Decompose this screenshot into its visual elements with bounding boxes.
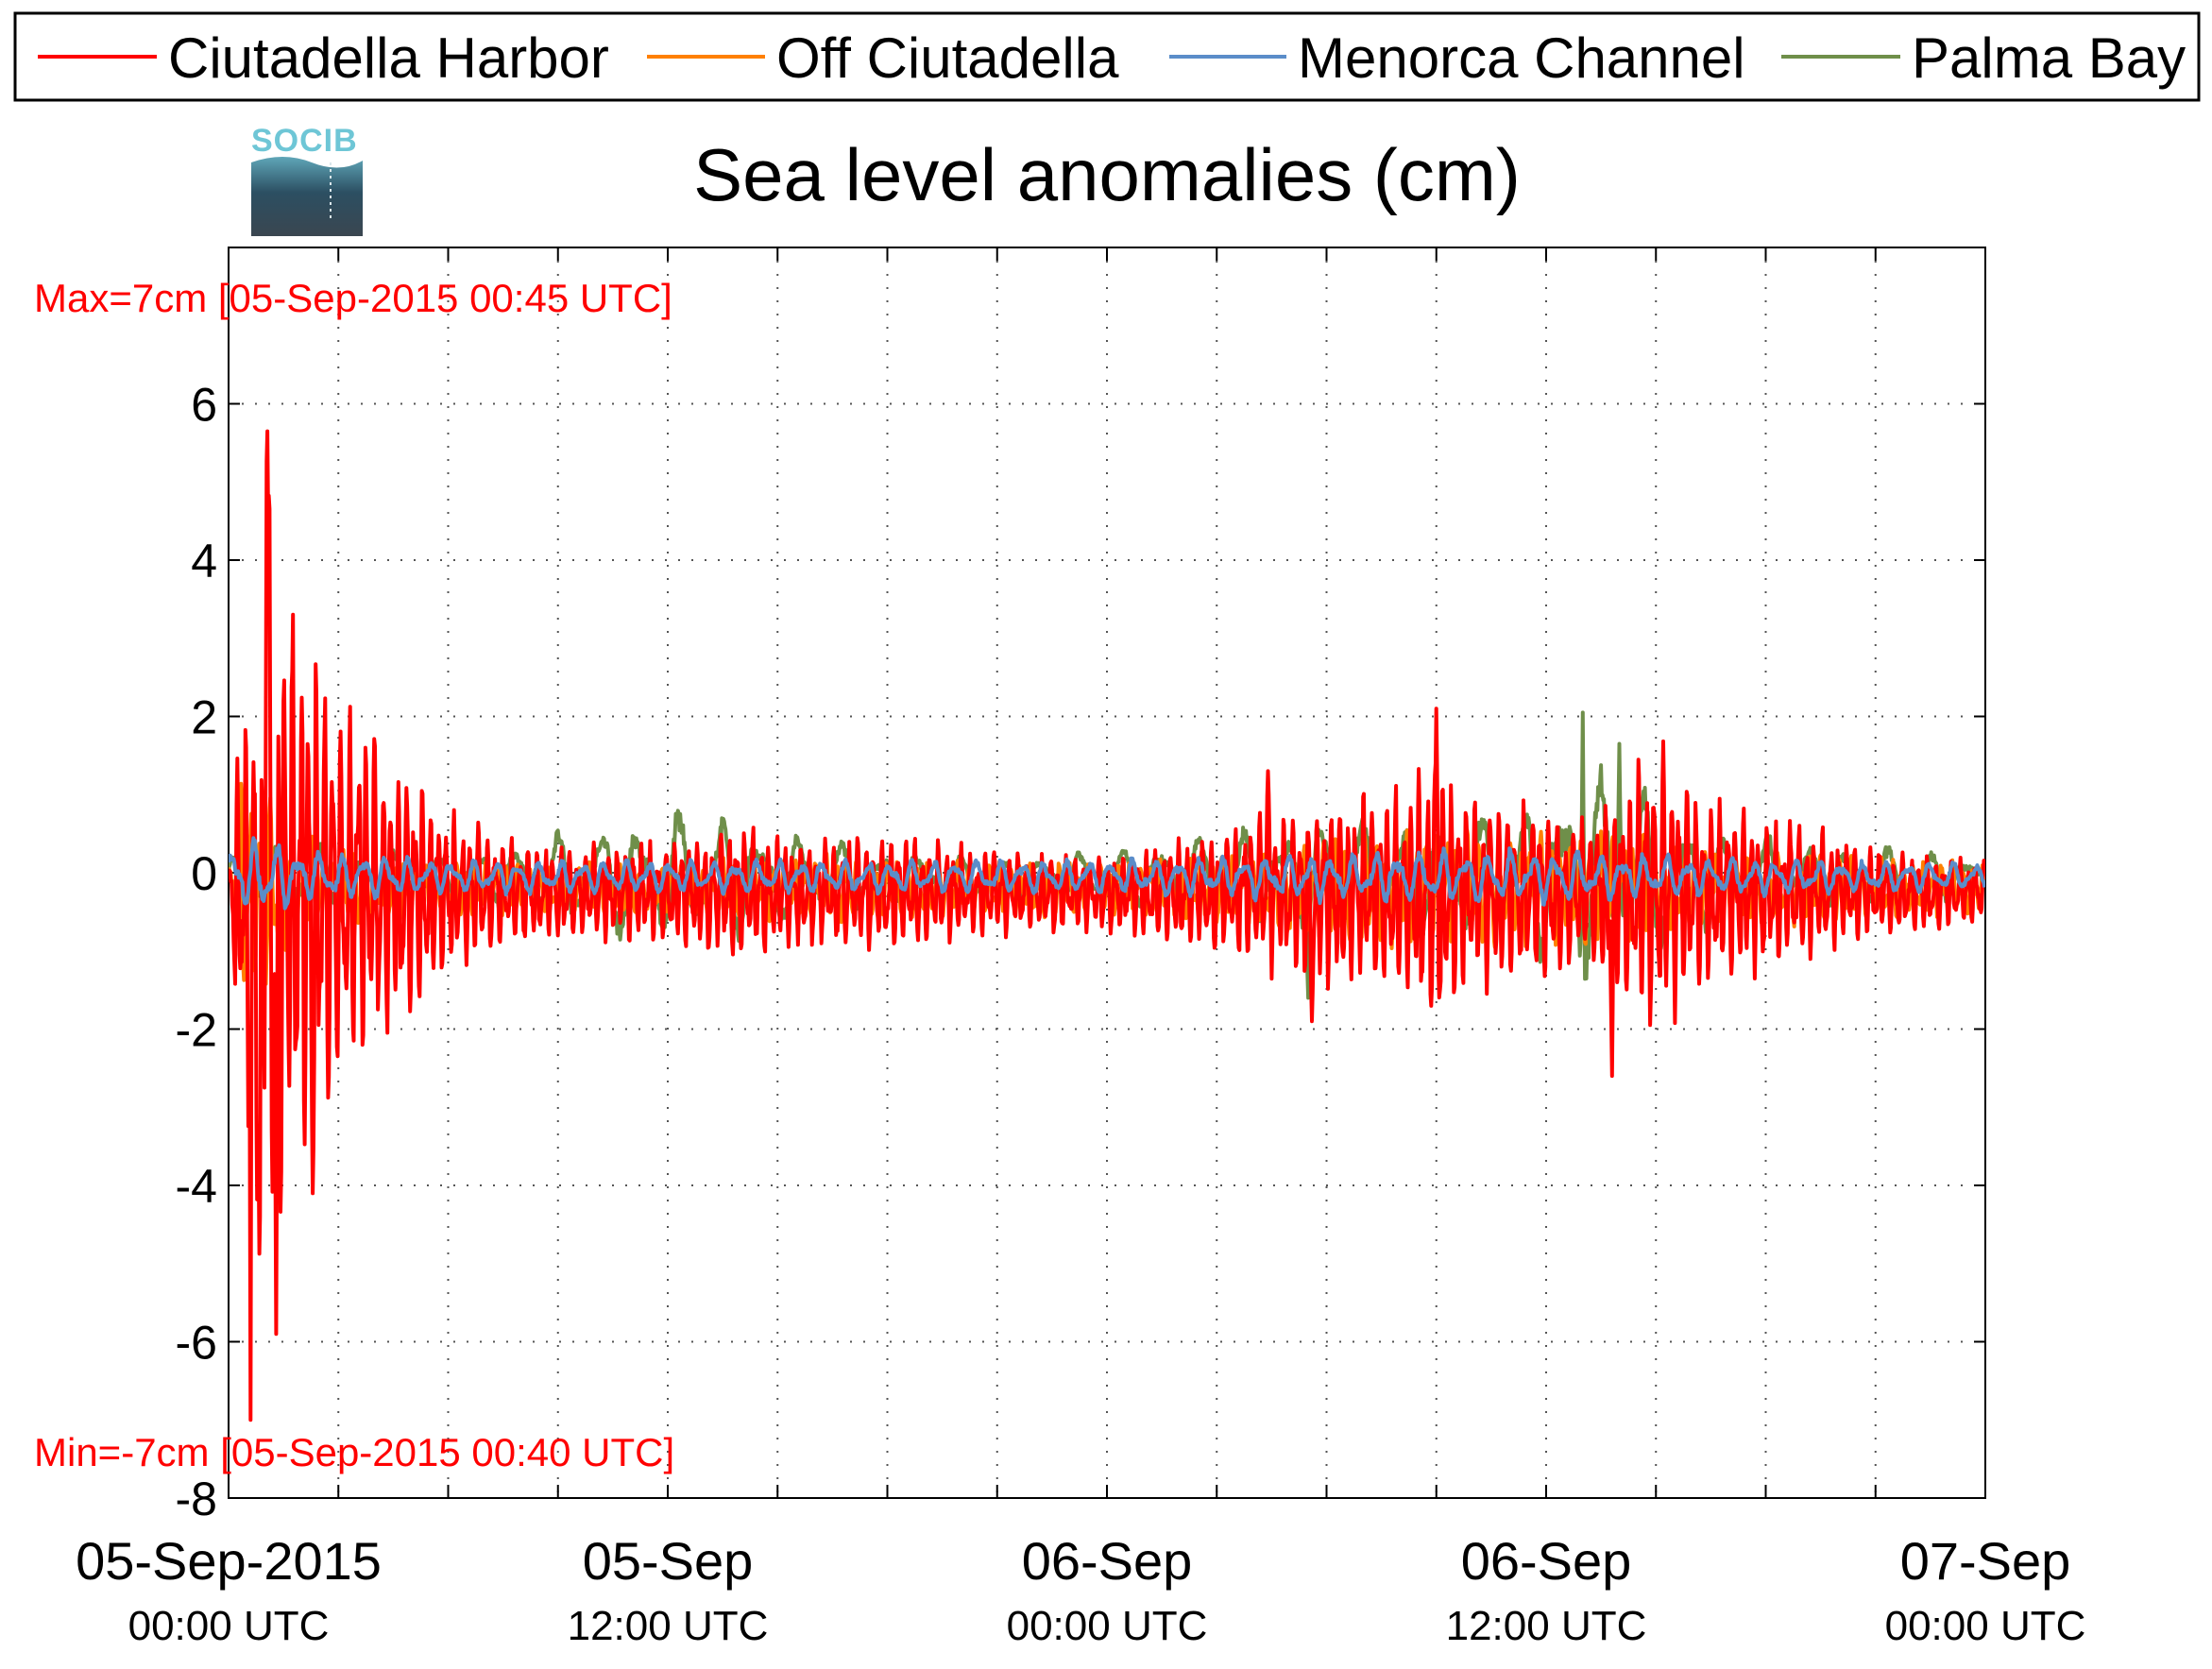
legend-label-palma-bay: Palma Bay [1912,26,2186,90]
series-group [229,429,1985,1422]
y-axis: 6 4 2 0 -2 -4 -6 -8 [176,379,1985,1525]
x-tick-time-label: 00:00 UTC [1885,1603,2086,1649]
legend-label-off-ciutadella: Off Ciutadella [776,26,1119,90]
legend-label-ciutadella-harbor: Ciutadella Harbor [168,26,609,90]
x-tick-time-label: 12:00 UTC [1446,1603,1647,1649]
x-tick-date-label: 05-Sep-2015 [76,1531,382,1591]
x-tick-date-label: 07-Sep [1900,1531,2071,1591]
y-tick-label: -6 [176,1317,217,1370]
max-annotation: Max=7cm [05-Sep-2015 00:45 UTC] [34,276,672,320]
y-tick-label: -8 [176,1473,217,1525]
logo-text: SOCIB [251,123,358,159]
y-tick-label: -4 [176,1160,217,1213]
x-tick-date-label: 06-Sep [1022,1531,1193,1591]
legend-label-menorca-channel: Menorca Channel [1298,26,1745,90]
x-tick-time-label: 12:00 UTC [568,1603,769,1649]
y-tick-label: 0 [191,847,217,900]
socib-logo-icon: SOCIB [251,123,363,236]
min-annotation: Min=-7cm [05-Sep-2015 00:40 UTC] [34,1430,674,1474]
y-tick-label: 6 [191,379,217,432]
y-tick-label: 4 [191,535,217,588]
x-tick-time-label: 00:00 UTC [128,1603,330,1649]
legend: Ciutadella Harbor Off Ciutadella Menorca… [13,11,2201,102]
y-tick-label: -2 [176,1004,217,1057]
x-tick-time-label: 00:00 UTC [1007,1603,1208,1649]
y-tick-label: 2 [191,691,217,744]
x-axis: 05-Sep-2015 00:00 UTC 05-Sep 12:00 UTC 06-Se… [76,247,2085,1649]
chart-title: Sea level anomalies (cm) [693,133,1521,216]
x-tick-date-label: 05-Sep [583,1531,754,1591]
x-tick-date-label: 06-Sep [1461,1531,1632,1591]
series-line-menorca-channel [229,836,1985,911]
